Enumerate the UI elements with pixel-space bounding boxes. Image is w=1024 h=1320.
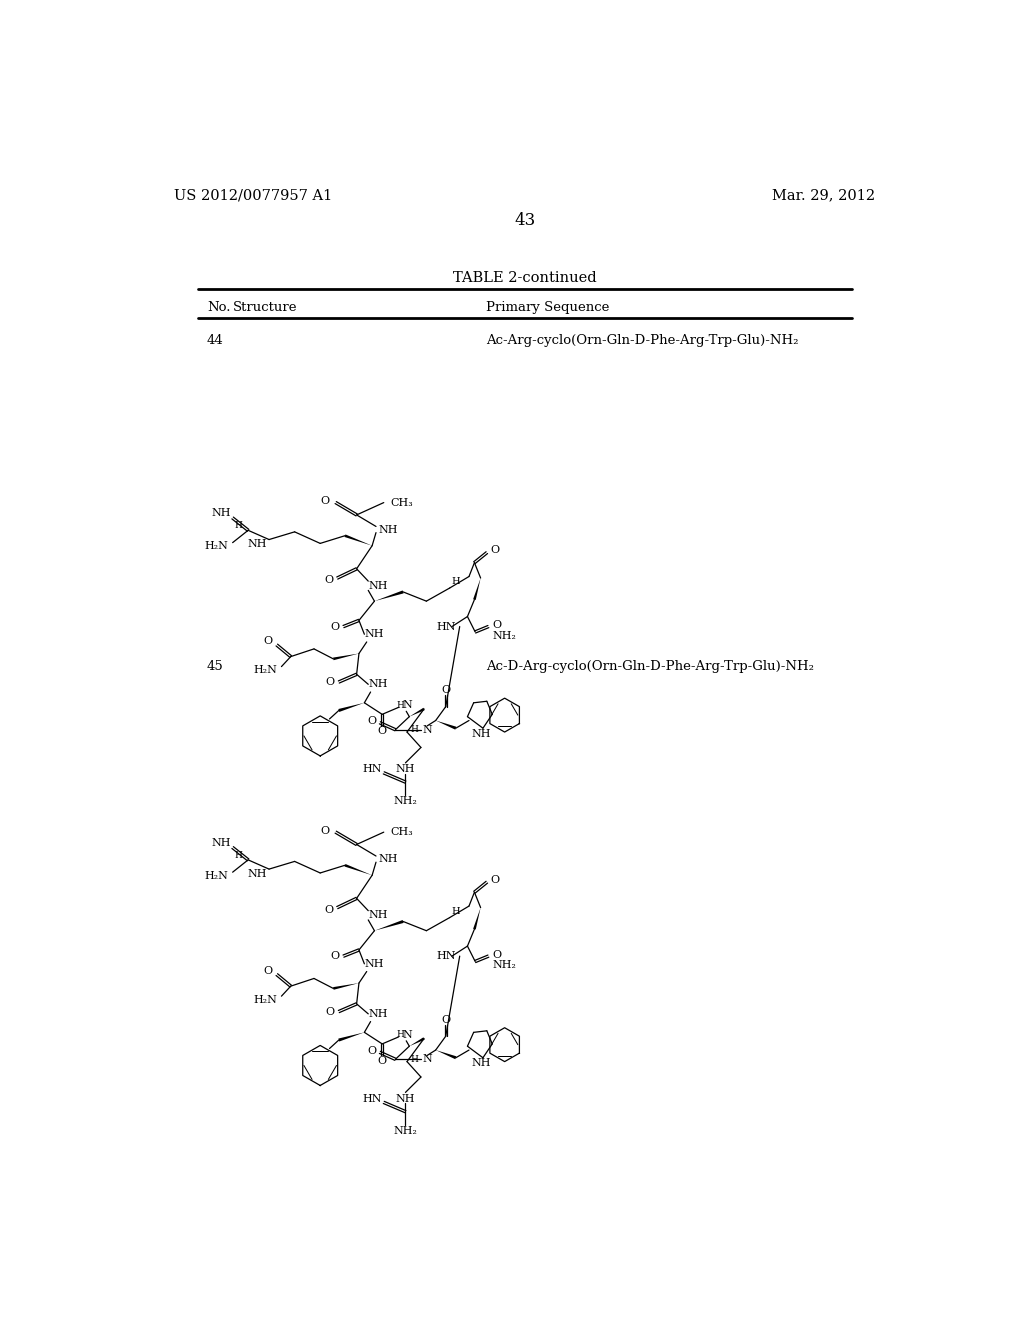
Text: N: N: [402, 1030, 412, 1040]
Text: O: O: [325, 576, 334, 585]
Text: H: H: [234, 851, 243, 859]
Polygon shape: [375, 920, 403, 931]
Text: O: O: [331, 952, 340, 961]
Text: NH: NH: [369, 1008, 388, 1019]
Text: HN: HN: [361, 1093, 381, 1104]
Text: H: H: [397, 1030, 404, 1039]
Text: H: H: [452, 577, 460, 586]
Polygon shape: [338, 702, 365, 711]
Text: H: H: [397, 701, 404, 710]
Text: NH: NH: [378, 524, 398, 535]
Text: O: O: [264, 636, 273, 647]
Text: O: O: [441, 685, 451, 696]
Polygon shape: [410, 1038, 425, 1047]
Text: NH: NH: [365, 630, 384, 639]
Text: NH: NH: [472, 1059, 492, 1068]
Text: 44: 44: [207, 334, 224, 347]
Text: NH: NH: [395, 1093, 415, 1104]
Text: N: N: [423, 725, 432, 735]
Text: O: O: [378, 1056, 387, 1065]
Polygon shape: [333, 983, 359, 990]
Text: O: O: [490, 875, 500, 884]
Text: NH₂: NH₂: [393, 796, 418, 807]
Text: H: H: [452, 907, 460, 916]
Text: NH: NH: [247, 539, 266, 549]
Polygon shape: [410, 708, 425, 717]
Text: O: O: [493, 949, 502, 960]
Text: H: H: [234, 521, 243, 531]
Text: 45: 45: [207, 660, 224, 673]
Text: No.: No.: [207, 301, 230, 314]
Text: CH₃: CH₃: [390, 498, 413, 508]
Text: CH₃: CH₃: [390, 828, 413, 837]
Text: HN: HN: [361, 764, 381, 774]
Text: N: N: [423, 1055, 432, 1064]
Text: O: O: [367, 717, 376, 726]
Text: O: O: [321, 496, 330, 506]
Text: NH: NH: [212, 508, 231, 519]
Text: NH: NH: [369, 581, 388, 591]
Text: H: H: [411, 1055, 419, 1064]
Text: O: O: [367, 1045, 376, 1056]
Text: O: O: [331, 622, 340, 631]
Text: NH: NH: [378, 854, 398, 865]
Text: NH₂: NH₂: [393, 1126, 418, 1137]
Text: O: O: [326, 1007, 335, 1016]
Text: H₂N: H₂N: [254, 665, 278, 676]
Text: NH₂: NH₂: [493, 631, 516, 640]
Text: H₂N: H₂N: [254, 995, 278, 1005]
Polygon shape: [333, 653, 359, 660]
Text: NH: NH: [369, 680, 388, 689]
Text: O: O: [490, 545, 500, 556]
Text: H₂N: H₂N: [205, 541, 228, 552]
Polygon shape: [375, 590, 403, 601]
Polygon shape: [344, 535, 372, 545]
Text: NH: NH: [472, 729, 492, 739]
Text: Structure: Structure: [232, 301, 297, 314]
Polygon shape: [435, 1051, 457, 1059]
Text: NH: NH: [365, 958, 384, 969]
Polygon shape: [344, 865, 372, 875]
Polygon shape: [473, 578, 480, 601]
Text: H₂N: H₂N: [205, 871, 228, 880]
Text: NH: NH: [395, 764, 415, 774]
Text: N: N: [402, 700, 412, 710]
Text: TABLE 2-continued: TABLE 2-continued: [453, 271, 597, 285]
Text: O: O: [321, 825, 330, 836]
Text: HN: HN: [436, 622, 456, 631]
Text: 43: 43: [514, 211, 536, 228]
Text: Mar. 29, 2012: Mar. 29, 2012: [772, 189, 876, 202]
Text: Ac-D-Arg-cyclo(Orn-Gln-D-Phe-Arg-Trp-Glu)-NH₂: Ac-D-Arg-cyclo(Orn-Gln-D-Phe-Arg-Trp-Glu…: [486, 660, 814, 673]
Polygon shape: [473, 908, 480, 929]
Text: HN: HN: [436, 952, 456, 961]
Text: NH₂: NH₂: [493, 961, 516, 970]
Text: NH: NH: [212, 838, 231, 847]
Text: O: O: [264, 966, 273, 975]
Text: O: O: [441, 1015, 451, 1026]
Polygon shape: [435, 721, 457, 730]
Text: O: O: [493, 620, 502, 630]
Text: NH: NH: [247, 869, 266, 879]
Text: Ac-Arg-cyclo(Orn-Gln-D-Phe-Arg-Trp-Glu)-NH₂: Ac-Arg-cyclo(Orn-Gln-D-Phe-Arg-Trp-Glu)-…: [486, 334, 799, 347]
Polygon shape: [338, 1032, 365, 1041]
Text: H: H: [411, 725, 419, 734]
Text: NH: NH: [369, 911, 388, 920]
Text: O: O: [325, 906, 334, 915]
Text: US 2012/0077957 A1: US 2012/0077957 A1: [174, 189, 333, 202]
Text: Primary Sequence: Primary Sequence: [486, 301, 609, 314]
Text: O: O: [326, 677, 335, 686]
Text: O: O: [378, 726, 387, 737]
